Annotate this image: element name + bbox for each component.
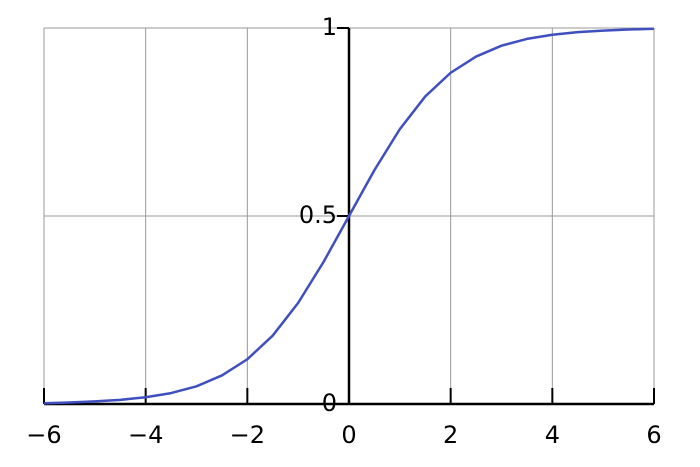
curve [43, 27, 655, 405]
x-tick-label: 2 [443, 421, 458, 449]
x-tick-label: −2 [230, 421, 265, 449]
x-tick-label: 0 [341, 421, 356, 449]
x-tick-label: 4 [545, 421, 560, 449]
x-tick-label: 6 [646, 421, 661, 449]
y-tick-label: 0.5 [299, 201, 337, 229]
x-tick-label: −4 [128, 421, 163, 449]
y-tick-label: 1 [322, 13, 337, 41]
x-tick-label: −6 [26, 421, 61, 449]
y-tick-label: 0 [322, 389, 337, 417]
